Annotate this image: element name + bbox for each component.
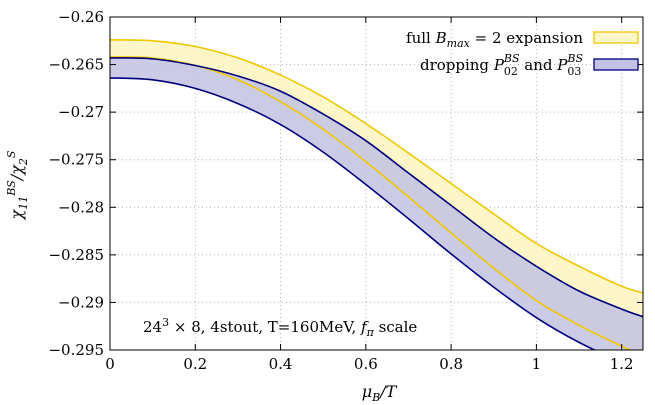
x-tick-label: 1.2 xyxy=(610,355,634,373)
x-axis-title: μB/T xyxy=(362,382,398,404)
y-tick-label: −0.275 xyxy=(48,151,104,169)
band-upper-edge-1 xyxy=(110,57,643,318)
x-tick-label: 0.6 xyxy=(354,355,378,373)
x-tick-label: 0 xyxy=(105,355,115,373)
plot-frame xyxy=(109,16,644,351)
x-tick-label: 0.2 xyxy=(183,355,207,373)
y-tick-label: −0.295 xyxy=(48,341,104,359)
y-tick-label: −0.27 xyxy=(58,103,104,121)
y-tick-label: −0.26 xyxy=(58,8,104,26)
legend-entry-dropping: dropping P02BS and P03BS xyxy=(420,52,583,78)
band-upper-edge-0 xyxy=(110,39,643,294)
y-tick-label: −0.29 xyxy=(58,293,104,311)
bands xyxy=(110,39,643,350)
y-axis-title: χ11BS/χ2S xyxy=(5,150,30,220)
legend-swatch-full-expansion xyxy=(593,31,639,44)
x-tick-label: 0.4 xyxy=(269,355,293,373)
legend: full Bmax = 2 expansion dropping P02BS a… xyxy=(406,29,639,78)
y-tick-label: −0.285 xyxy=(48,246,104,264)
band-fill-1 xyxy=(110,57,643,350)
y-tick-label: −0.28 xyxy=(58,198,104,216)
axis-ticks: 0 0.2 0.4 0.6 0.8 1 1.2 −0.26 −0.265 −0.27 −0.275 −… xyxy=(48,8,643,373)
band-lower-edge-1 xyxy=(110,77,597,350)
x-tick-label: 1 xyxy=(532,355,542,373)
legend-swatch-dropping xyxy=(593,58,639,71)
y-tick-label: −0.265 xyxy=(48,56,104,74)
legend-entry-full-expansion: full Bmax = 2 expansion xyxy=(406,29,583,50)
chart-annotation: 243 × 8, 4stout, T=160MeV, fπ scale xyxy=(143,316,417,339)
x-tick-label: 0.8 xyxy=(439,355,463,373)
